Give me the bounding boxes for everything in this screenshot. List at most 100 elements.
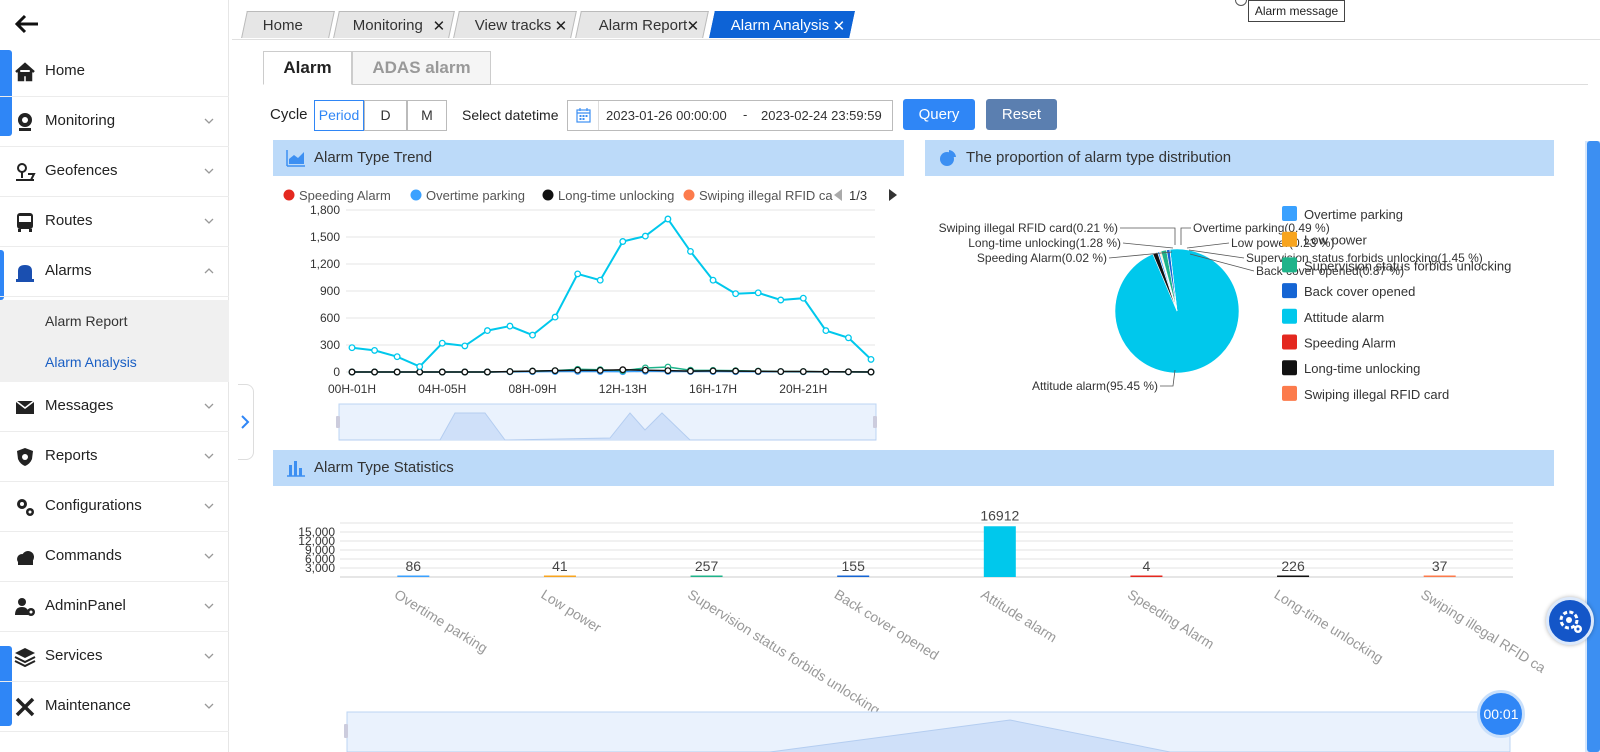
pie-label-leader (1186, 242, 1230, 249)
series-point (754, 289, 762, 297)
sidebar-item-maintenance[interactable]: Maintenance (0, 682, 229, 732)
tab-label: Alarm Analysis (730, 17, 830, 34)
close-icon[interactable]: ✕ (686, 18, 700, 35)
series-point (822, 327, 830, 335)
sidebar-item-commands[interactable]: Commands (0, 532, 229, 582)
series-point (506, 368, 514, 375)
bar (837, 575, 870, 577)
settings-floating-button[interactable] (1546, 597, 1594, 645)
calendar-icon[interactable] (568, 101, 599, 130)
tab-home[interactable]: Home (241, 11, 335, 38)
timer-floating-button[interactable]: 00:01 (1477, 690, 1525, 738)
legend-label: Overtime parking (426, 188, 525, 203)
query-button[interactable]: Query (903, 99, 975, 130)
cycle-period-button[interactable]: Period (314, 100, 364, 131)
pie-label-leader (1160, 369, 1176, 387)
pie-legend-marker (1282, 308, 1297, 324)
series-point (574, 366, 582, 374)
sidebar-item-adminpanel[interactable]: AdminPanel (0, 582, 229, 632)
datetime-separator: - (743, 107, 748, 122)
bar (1423, 575, 1456, 577)
close-icon[interactable]: ✕ (432, 18, 446, 35)
datetime-start-value[interactable]: 2023-01-26 00:00:00 (606, 108, 727, 123)
series-point (619, 366, 627, 374)
subtab-adas-alarm[interactable]: ADAS alarm (352, 51, 491, 85)
x-category-label: Swiping illegal RFID ca (1418, 586, 1549, 676)
y-tick-label: 600 (320, 311, 340, 325)
sidebar-item-services[interactable]: Services (0, 632, 229, 682)
close-icon[interactable]: ✕ (832, 18, 846, 35)
legend-marker (410, 189, 422, 201)
sidebar-subitem-label: Alarm Analysis (45, 354, 137, 370)
tab-alarm-report[interactable]: Alarm Report ✕ (575, 11, 709, 38)
pie-label-leader (1180, 227, 1191, 245)
sidebar-subitem-alarm-analysis[interactable]: Alarm Analysis (0, 341, 229, 382)
legend-next-icon (889, 189, 897, 201)
sidebar-collapse-toggle[interactable] (238, 384, 254, 460)
tab-label: Monitoring (352, 17, 423, 34)
bar-value-label: 86 (406, 558, 422, 574)
reset-button[interactable]: Reset (986, 99, 1057, 130)
zoom-handle-right (873, 416, 877, 428)
tab-view-tracks[interactable]: View tracks ✕ (453, 11, 577, 38)
pie-slice-label: Attitude alarm(95.45 %) (1032, 379, 1158, 393)
series-point (822, 368, 830, 376)
shield-icon (17, 448, 33, 466)
chevron-down-icon (204, 453, 214, 459)
sidebar-item-label: Alarms (45, 262, 92, 279)
subtab-alarm[interactable]: Alarm (263, 51, 352, 85)
series-point (393, 368, 401, 376)
close-icon[interactable]: ✕ (554, 18, 568, 35)
y-tick-label: 6,000 (305, 552, 335, 566)
sidebar-item-geofences[interactable]: Geofences (0, 147, 229, 197)
legend-label: Swiping illegal RFID ca (699, 188, 833, 203)
zoom-handle-left (336, 416, 340, 428)
tab-monitoring[interactable]: Monitoring ✕ (333, 11, 455, 38)
sidebar-item-routes[interactable]: Routes (0, 197, 229, 247)
legend-label: Speeding Alarm (299, 188, 391, 203)
sidebar-item-home[interactable]: Home (0, 47, 229, 97)
series-point (348, 368, 356, 376)
proportion-panel-title: The proportion of alarm type distributio… (966, 149, 1232, 166)
x-category-label: Speeding Alarm (1125, 586, 1217, 652)
series-point (416, 363, 424, 371)
series-point (687, 367, 694, 375)
sidebar-item-alarms[interactable]: Alarms (0, 247, 229, 297)
layers-icon (14, 648, 36, 668)
series-point (551, 313, 559, 321)
chevron-down-icon (204, 553, 214, 559)
datetime-end-value[interactable]: 2023-02-24 23:59:59 (761, 108, 882, 123)
area-chart-icon (286, 150, 305, 167)
cycle-month-button[interactable]: M (407, 100, 447, 131)
sidebar-item-label: Commands (45, 547, 122, 564)
series-point (799, 294, 807, 302)
vertical-scrollbar-thumb[interactable] (1587, 141, 1600, 752)
sidebar-item-messages[interactable]: Messages (0, 382, 229, 432)
y-tick-label: 0 (333, 365, 340, 379)
datetime-range-input[interactable]: 2023-01-26 00:00:00 - 2023-02-24 23:59:5… (567, 100, 893, 131)
cycle-day-button[interactable]: D (364, 100, 407, 131)
series-point (461, 342, 469, 350)
series-point (709, 276, 717, 284)
sidebar-item-reports[interactable]: Reports (0, 432, 229, 482)
alarm-message-tooltip: Alarm message (1248, 0, 1345, 22)
sidebar-subitem-alarm-report[interactable]: Alarm Report (0, 300, 229, 341)
bar (397, 575, 430, 577)
sidebar-item-configurations[interactable]: Configurations (0, 482, 229, 532)
back-arrow-icon[interactable] (12, 10, 42, 38)
series-point (438, 339, 446, 347)
series-point (529, 367, 536, 375)
trend-panel-header: Alarm Type Trend (273, 140, 904, 176)
series-point (596, 276, 604, 284)
page-tabs-bar: Home Monitoring ✕ View tracks ✕ Alarm Re… (232, 0, 1600, 40)
proportion-panel-header: The proportion of alarm type distributio… (925, 140, 1554, 176)
chevron-down-icon (204, 118, 214, 124)
series-point (461, 368, 469, 376)
series-point (664, 215, 672, 223)
series-point (483, 327, 491, 335)
series-point (687, 247, 694, 255)
user-gear-icon (15, 598, 35, 616)
legend-marker (683, 189, 695, 201)
tab-alarm-analysis[interactable]: Alarm Analysis ✕ (709, 11, 855, 38)
sidebar-item-monitoring[interactable]: Monitoring (0, 97, 229, 147)
